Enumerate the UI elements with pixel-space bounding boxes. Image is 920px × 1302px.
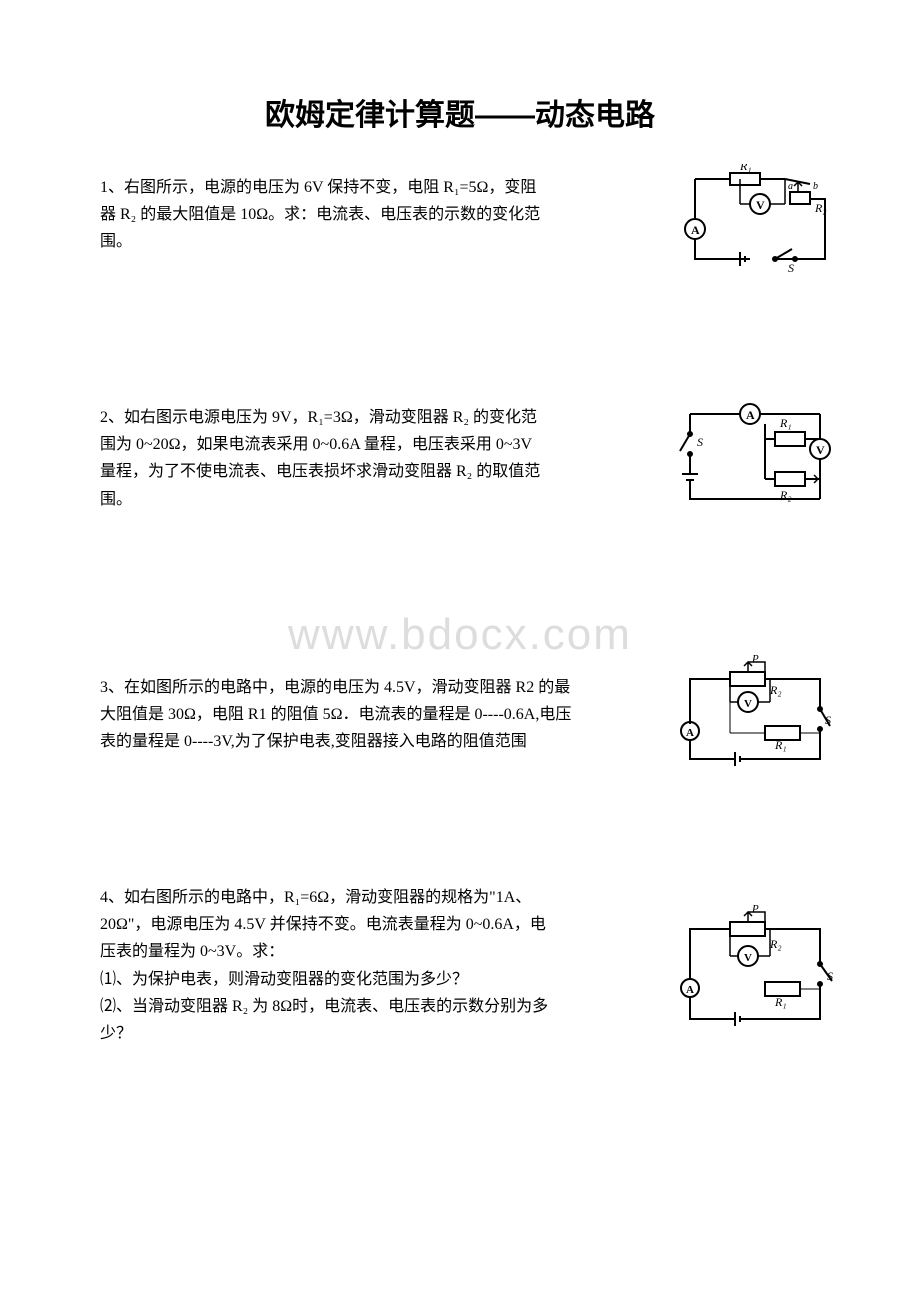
label-a3: A (686, 727, 694, 739)
problem-4-sub2: ⑵、当滑动变阻器 R₂ 为 8Ω时，电流表、电压表的示数分别为多少？ (100, 993, 550, 1047)
watermark-text: www.bdocx.com (0, 610, 920, 660)
problem-2-text: 2、如右图示电源电压为 9V，R₁=3Ω，滑动变阻器 R₂ 的变化范围为 0~2… (100, 404, 550, 513)
label-v2: V (816, 443, 825, 457)
label-a: A (691, 223, 700, 237)
label-p4: P (751, 904, 759, 915)
label-a2: A (746, 408, 755, 422)
label-r2-4: R₂ (769, 937, 782, 951)
label-r2: R₂ (814, 201, 827, 215)
problem-1: 1、右图所示，电源的电压为 6V 保持不变，电阻 R₁=5Ω，变阻器 R₂ 的最… (100, 174, 820, 284)
circuit-3: A V R₂ R₁ S P (670, 654, 840, 779)
circuit-2: A V S R₁ R₂ (670, 394, 840, 519)
label-r1-4: R₁ (774, 995, 787, 1009)
problem-2: 2、如右图示电源电压为 9V，R₁=3Ω，滑动变阻器 R₂ 的变化范围为 0~2… (100, 404, 820, 514)
label-b-node: b (813, 181, 818, 192)
label-s4: S (827, 969, 833, 983)
problem-4-sub1: ⑴、为保护电表，则滑动变阻器的变化范围为多少？ (100, 966, 550, 993)
label-v: V (756, 198, 765, 212)
label-s: S (788, 261, 794, 274)
label-r1-2: R₁ (779, 416, 792, 430)
label-r1: R₁ (739, 164, 752, 173)
label-r1-3: R₁ (774, 738, 787, 752)
problem-4-main: 4、如右图所示的电路中，R₁=6Ω，滑动变阻器的规格为"1A、20Ω"，电源电压… (100, 889, 546, 960)
problem-4-text: 4、如右图所示的电路中，R₁=6Ω，滑动变阻器的规格为"1A、20Ω"，电源电压… (100, 884, 550, 1047)
label-s2: S (697, 435, 703, 449)
label-p3: P (751, 654, 759, 665)
problem-3-text: 3、在如图所示的电路中，电源的电压为 4.5V，滑动变阻器 R2 的最大阻值是 … (100, 674, 580, 756)
label-a-node: a (788, 181, 793, 192)
label-a4: A (686, 984, 694, 996)
label-r2-2: R₂ (779, 488, 792, 502)
label-v3: V (744, 698, 752, 710)
circuit-1: R₁ R₂ A V S a b (670, 164, 840, 279)
label-v4: V (744, 952, 752, 964)
problem-1-text: 1、右图所示，电源的电压为 6V 保持不变，电阻 R₁=5Ω，变阻器 R₂ 的最… (100, 174, 550, 256)
page-title: 欧姆定律计算题——动态电路 (100, 90, 820, 134)
problem-4: 4、如右图所示的电路中，R₁=6Ω，滑动变阻器的规格为"1A、20Ω"，电源电压… (100, 884, 820, 1047)
label-s3: S (825, 713, 831, 727)
label-r2-3: R₂ (769, 683, 782, 697)
circuit-4: A V R₂ R₁ S P (670, 904, 840, 1039)
problem-3: 3、在如图所示的电路中，电源的电压为 4.5V，滑动变阻器 R2 的最大阻值是 … (100, 674, 820, 784)
